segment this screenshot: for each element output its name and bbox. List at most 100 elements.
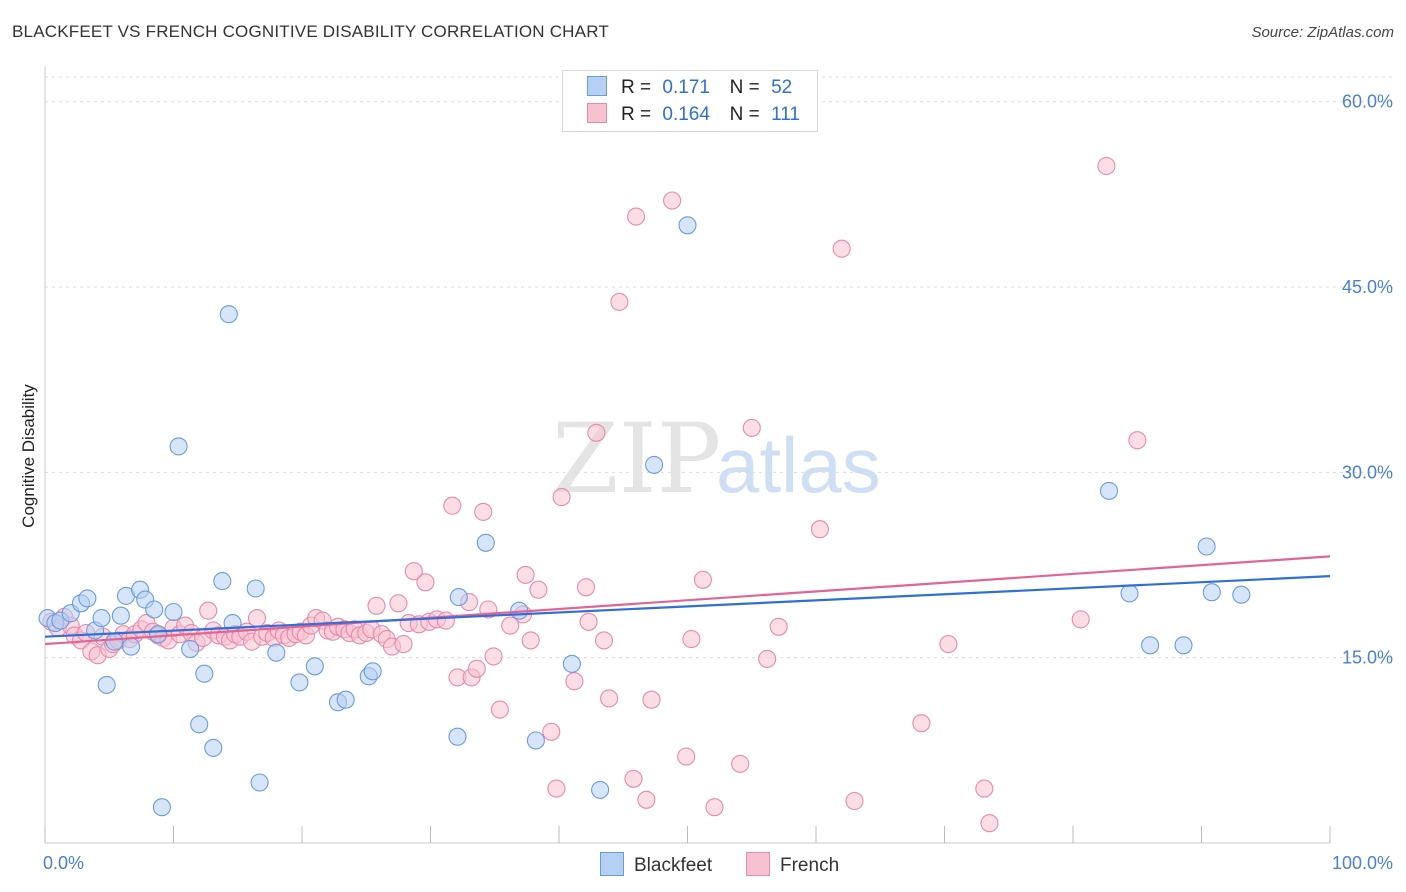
french-point	[367, 596, 386, 615]
y-tick-label: 45.0%	[1342, 277, 1393, 297]
blackfeet-point	[152, 798, 171, 817]
legend-r-value: 0.164	[662, 104, 710, 125]
legend-n-label: N =	[729, 77, 760, 98]
french-point	[484, 647, 503, 666]
french-point	[467, 659, 486, 678]
french-point	[769, 617, 788, 636]
chart-title: BLACKFEET VS FRENCH COGNITIVE DISABILITY…	[12, 22, 609, 41]
french-point	[443, 496, 462, 515]
french-point	[529, 580, 548, 599]
chart-source: Source: ZipAtlas.com	[1251, 24, 1394, 41]
french-point	[624, 769, 643, 788]
legend-r-value: 0.171	[662, 77, 710, 98]
french-point	[542, 722, 561, 741]
blackfeet-point	[591, 780, 610, 799]
french-point	[677, 747, 696, 766]
legend-r-label: R =	[621, 104, 652, 125]
blackfeet-point	[448, 727, 467, 746]
blackfeet-point	[1202, 583, 1221, 602]
blackfeet-point	[190, 715, 209, 734]
french-point	[576, 578, 596, 597]
x-tick-label: 100.0%	[1332, 853, 1393, 873]
blackfeet-point	[164, 602, 183, 622]
watermark: ZIP atlas	[552, 403, 881, 515]
french-point	[474, 502, 493, 521]
trend-line-french	[44, 555, 1331, 646]
watermark-atlas: atlas	[716, 421, 881, 509]
legend-n-value: 111	[771, 104, 800, 125]
series-blackfeet-points	[38, 216, 1251, 817]
french-point	[547, 779, 566, 798]
french-point	[627, 207, 646, 226]
blackfeet-point	[195, 664, 214, 683]
blackfeet-point	[1232, 585, 1251, 604]
blackfeet-point	[105, 632, 124, 651]
blackfeet-point	[1120, 584, 1139, 603]
legend: R = 0.171 N = 52 R = 0.164 N = 111	[562, 70, 818, 132]
blackfeet-point	[219, 305, 238, 324]
blackfeet-point	[267, 643, 286, 662]
blackfeet-point	[305, 657, 324, 676]
blackfeet-point	[78, 589, 97, 608]
french-point	[742, 418, 761, 437]
blackfeet-point	[476, 533, 495, 552]
french-point	[416, 573, 435, 592]
blackfeet-point	[246, 579, 265, 598]
french-point	[939, 635, 958, 654]
french-point	[845, 791, 864, 811]
bottom-legend-blackfeet: Blackfeet	[600, 852, 712, 877]
french-point	[552, 488, 571, 507]
blackfeet-point	[250, 773, 269, 792]
legend-row-blackfeet: R = 0.171 N = 52	[587, 76, 792, 100]
trend-line-blackfeet	[44, 575, 1331, 638]
blackfeet-point	[645, 455, 664, 474]
french-point	[394, 635, 413, 654]
french-point	[731, 754, 750, 773]
french-point	[579, 612, 598, 631]
blackfeet-point	[169, 437, 188, 456]
blackfeet-point	[562, 654, 581, 673]
axes	[44, 66, 1331, 844]
blackfeet-point	[97, 675, 116, 694]
french-point	[521, 631, 540, 650]
french-point	[594, 631, 614, 650]
blackfeet-point	[1099, 481, 1119, 500]
french-point	[587, 423, 606, 442]
blackfeet-point	[1197, 537, 1216, 556]
blackfeet-point	[111, 606, 130, 625]
french-point	[637, 790, 656, 809]
french-point	[642, 690, 661, 709]
french-point	[404, 562, 423, 581]
bottom-legend-label-french: French	[780, 855, 840, 876]
french-point	[1097, 156, 1116, 176]
blackfeet-point	[526, 731, 545, 750]
bottom-legend-french: French	[746, 852, 839, 877]
x-tick-label: 0.0%	[43, 853, 84, 873]
french-point	[912, 714, 931, 733]
trend-lines	[44, 555, 1331, 646]
blackfeet-point	[363, 662, 382, 681]
blackfeet-point	[149, 625, 168, 644]
legend-n-value: 52	[771, 77, 793, 98]
french-point	[832, 239, 851, 258]
blackfeet-point	[449, 588, 468, 607]
french-point	[1128, 431, 1147, 450]
blackfeet-point	[1174, 636, 1193, 655]
french-point	[1071, 610, 1090, 629]
french-point	[693, 570, 712, 589]
blackfeet-point	[290, 673, 309, 692]
legend-n-label: N =	[729, 104, 760, 125]
blackfeet-point	[213, 572, 232, 591]
tick-labels: 15.0% 30.0% 45.0% 60.0% 0.0% 100.0%	[43, 92, 1393, 873]
french-point	[705, 798, 724, 817]
grid-lines	[45, 76, 1394, 659]
blackfeet-point	[1141, 636, 1160, 655]
legend-row-french: R = 0.164 N = 111	[587, 103, 800, 127]
bottom-legend-label-blackfeet: Blackfeet	[634, 855, 713, 876]
legend-swatch-blackfeet	[587, 76, 607, 96]
french-point	[663, 191, 682, 210]
blackfeet-point	[122, 637, 141, 656]
legend-r-label: R =	[621, 77, 652, 98]
blackfeet-point	[92, 609, 111, 628]
